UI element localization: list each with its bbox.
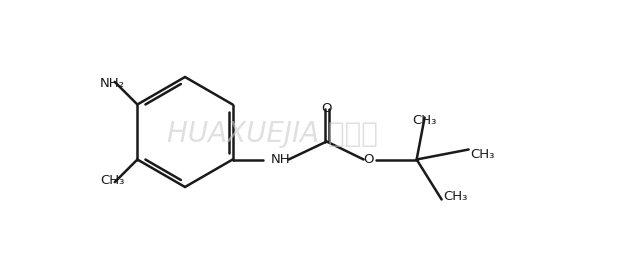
Text: NH₂: NH₂ bbox=[100, 77, 126, 90]
Text: CH₃: CH₃ bbox=[413, 114, 437, 126]
Text: CH₃: CH₃ bbox=[101, 174, 125, 187]
Text: O: O bbox=[321, 101, 332, 115]
Text: HUAXUEJIA 化学加: HUAXUEJIA 化学加 bbox=[167, 121, 378, 148]
Text: CH₃: CH₃ bbox=[444, 189, 468, 203]
Text: NH: NH bbox=[271, 153, 290, 166]
Text: O: O bbox=[363, 153, 374, 166]
Text: CH₃: CH₃ bbox=[470, 147, 495, 161]
